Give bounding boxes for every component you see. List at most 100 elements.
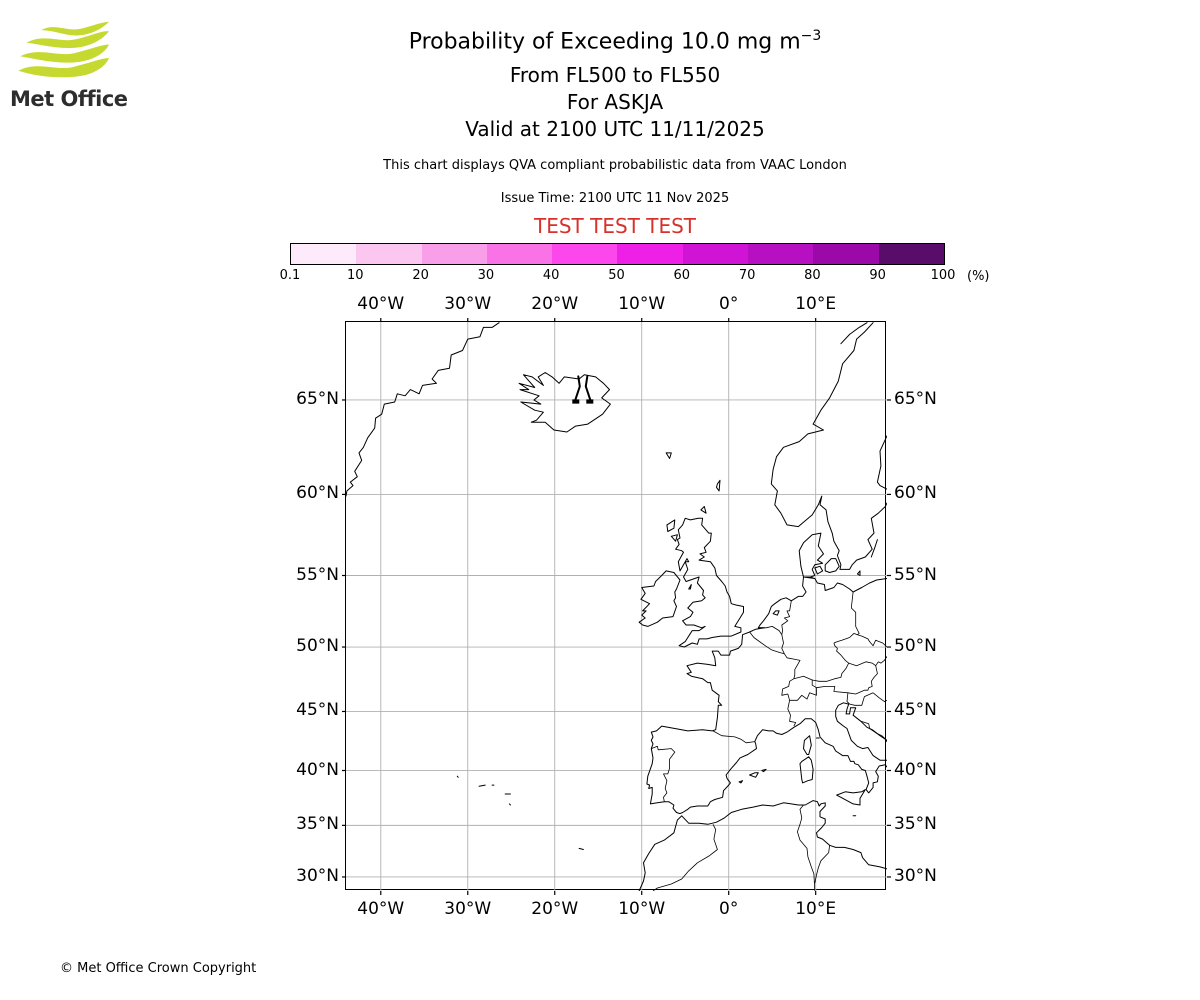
colorbar-segment-10 xyxy=(878,244,944,264)
country-border xyxy=(849,692,874,706)
coastline xyxy=(840,322,868,345)
lon-tick-label-bottom: 20°W xyxy=(531,899,579,919)
country-border xyxy=(781,675,817,701)
colorbar-tick-label: 40 xyxy=(542,268,560,283)
coastline xyxy=(803,576,887,593)
lon-tick-label-top: 30°W xyxy=(444,294,492,314)
axis-ticks xyxy=(342,318,891,895)
coastline xyxy=(772,610,780,616)
chart-title-text: Probability of Exceeding 10.0 mg m xyxy=(408,29,801,55)
coastline xyxy=(814,565,824,575)
coastline xyxy=(876,435,887,490)
coastline xyxy=(675,517,744,648)
colorbar-tick-label: 70 xyxy=(738,268,756,283)
coastline xyxy=(798,532,824,578)
coastline xyxy=(638,800,887,891)
coastline xyxy=(803,735,812,755)
country-border xyxy=(833,642,849,664)
graticule xyxy=(346,322,887,891)
lat-tick-label-right: 30°N xyxy=(894,865,937,886)
coastline xyxy=(509,803,511,806)
coastline xyxy=(518,372,611,433)
chart-title-exponent: −3 xyxy=(800,28,822,44)
coastline xyxy=(646,576,887,815)
country-border xyxy=(816,686,850,705)
coastline xyxy=(666,519,676,532)
met-office-logo-text: Met Office xyxy=(10,87,128,111)
coastline xyxy=(716,479,721,492)
colorbar-segment-4 xyxy=(486,244,553,264)
country-border xyxy=(749,631,801,679)
colorbar-segment-1 xyxy=(291,244,357,264)
coastline xyxy=(770,322,887,570)
coastline xyxy=(456,775,459,778)
colorbar-tick-label: 0.1 xyxy=(279,268,301,283)
country-border xyxy=(652,824,718,891)
colorbar-tick-label: 50 xyxy=(608,268,625,283)
qva-info-text: This chart displays QVA compliant probab… xyxy=(383,158,847,173)
lat-tick-label-left: 55°N xyxy=(296,564,339,585)
coastline xyxy=(824,558,840,573)
lat-tick-label-left: 40°N xyxy=(296,759,339,780)
coastline xyxy=(665,452,672,459)
lon-tick-label-bottom: 0° xyxy=(719,899,739,919)
coastline xyxy=(836,789,866,806)
coastline xyxy=(478,784,486,787)
colorbar-unit-label: (%) xyxy=(967,269,990,284)
lon-tick-label-bottom: 40°W xyxy=(357,899,405,919)
lon-tick-label-top: 10°W xyxy=(618,294,666,314)
valid-time-subtitle: Valid at 2100 UTC 11/11/2025 xyxy=(465,117,765,141)
country-border xyxy=(797,804,816,891)
coastline xyxy=(670,534,678,542)
colorbar-segment-7 xyxy=(682,244,749,264)
lon-tick-label-bottom: 10°E xyxy=(795,899,837,919)
colorbar-segment-6 xyxy=(617,244,683,264)
coastline xyxy=(870,539,878,558)
lat-tick-label-left: 60°N xyxy=(296,483,339,504)
colorbar-tick-label: 20 xyxy=(412,268,429,283)
country-border xyxy=(787,700,797,727)
issue-time-text: Issue Time: 2100 UTC 11 Nov 2025 xyxy=(500,191,730,206)
lat-tick-label-right: 60°N xyxy=(894,483,937,504)
colorbar-tick-label: 80 xyxy=(804,268,821,283)
country-border xyxy=(803,576,815,579)
lat-tick-label-right: 45°N xyxy=(894,700,937,721)
lat-tick-label-right: 50°N xyxy=(894,636,937,657)
map-canvas xyxy=(342,318,891,895)
coastline xyxy=(638,570,681,627)
coastline xyxy=(346,322,500,497)
colorbar-segment-2 xyxy=(356,244,422,264)
country-border xyxy=(848,656,887,667)
colorbar-segment-9 xyxy=(813,244,879,264)
country-border xyxy=(758,626,783,635)
colorbar-tick-labels: 0.1 10 20 30 40 50 60 70 80 90 100 xyxy=(280,268,956,284)
lon-tick-label-bottom: 10°W xyxy=(618,899,666,919)
country-border xyxy=(814,845,830,884)
lat-tick-label-right: 55°N xyxy=(894,564,937,585)
probability-colorbar xyxy=(290,243,945,265)
country-border xyxy=(850,591,860,636)
met-office-waves-icon xyxy=(18,21,109,78)
lat-tick-label-left: 65°N xyxy=(296,388,339,409)
colorbar-tick-label: 100 xyxy=(930,268,956,283)
colorbar-segment-3 xyxy=(421,244,487,264)
country-border xyxy=(847,665,878,695)
copyright-text: © Met Office Crown Copyright xyxy=(60,961,257,976)
chart-title: Probability of Exceeding 10.0 mg m−3 xyxy=(315,28,915,54)
coastline xyxy=(688,584,692,590)
flight-levels-subtitle: From FL500 to FL550 xyxy=(509,63,721,87)
lat-tick-label-right: 40°N xyxy=(894,759,937,780)
colorbar-tick-label: 30 xyxy=(477,268,495,283)
lat-tick-label-right: 35°N xyxy=(894,814,937,835)
colorbar-segment-8 xyxy=(748,244,814,264)
country-border xyxy=(872,692,887,702)
volcano-subtitle: For ASKJA xyxy=(566,90,664,114)
lat-tick-label-left: 50°N xyxy=(296,636,339,657)
country-border xyxy=(860,720,887,741)
lat-tick-label-left: 35°N xyxy=(296,814,339,835)
coastline xyxy=(835,702,887,761)
colorbar-tick-label: 60 xyxy=(673,268,691,283)
coastline xyxy=(738,780,744,784)
colorbar-tick-label: 10 xyxy=(347,268,364,283)
